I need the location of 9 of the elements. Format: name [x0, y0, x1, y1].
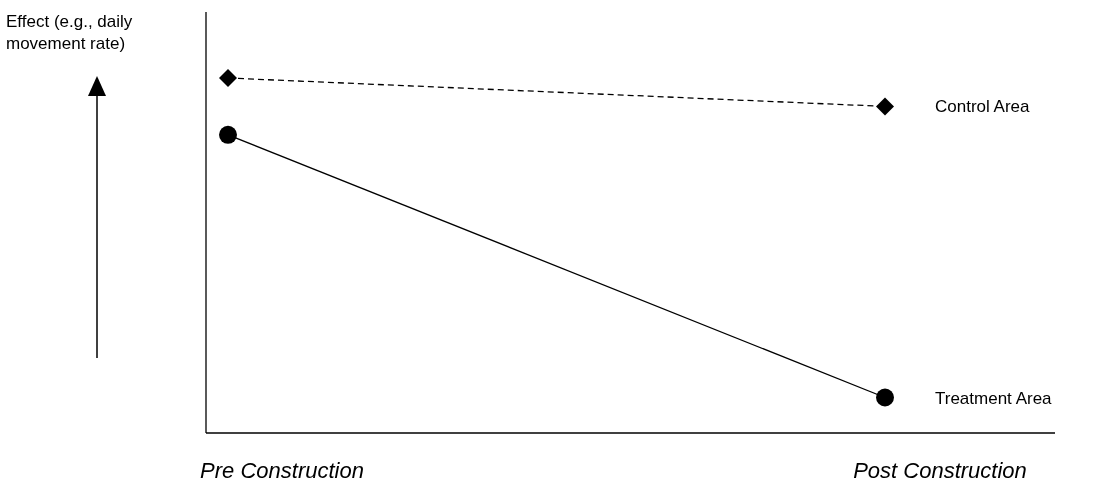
text: Treatment Area [935, 388, 1053, 408]
text: Control Area [935, 97, 1031, 117]
x-tick-label: Post Construction [853, 458, 1027, 483]
x-tick-label: Pre Construction [200, 458, 364, 483]
point [876, 97, 894, 116]
point [219, 125, 237, 144]
point [876, 388, 894, 407]
point [219, 69, 237, 87]
y-axis-title: Effect (e.g., daily movement rate) [6, 12, 133, 53]
